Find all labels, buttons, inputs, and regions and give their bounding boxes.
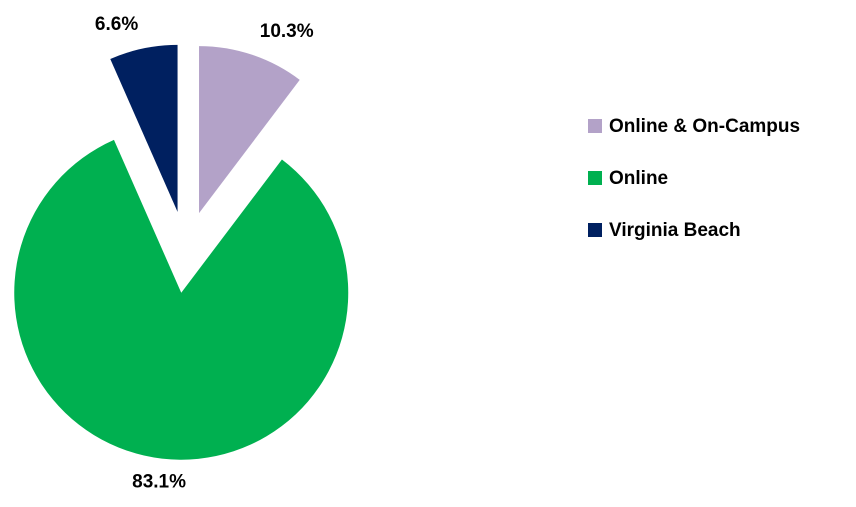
legend-swatch — [588, 119, 602, 133]
data-label: 83.1% — [132, 471, 186, 492]
legend-swatch — [588, 223, 602, 237]
legend-label: Virginia Beach — [609, 220, 741, 241]
data-label: 10.3% — [260, 21, 314, 42]
data-label: 6.6% — [95, 14, 138, 35]
legend-label: Online — [609, 168, 668, 189]
pie-slice — [14, 139, 349, 460]
legend-label: Online & On-Campus — [609, 116, 800, 137]
pie-slice — [199, 46, 300, 214]
pie-slice — [110, 44, 178, 212]
legend-swatch — [588, 171, 602, 185]
